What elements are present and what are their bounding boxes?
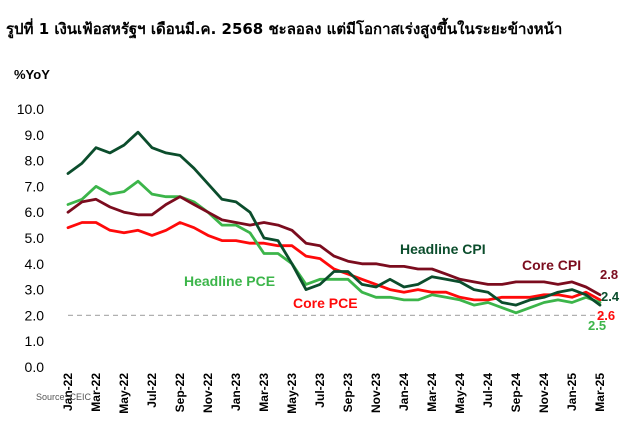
series-label-headline-cpi: Headline CPI: [400, 241, 486, 257]
y-tick-label: 0.0: [25, 359, 45, 375]
series-line-headline-cpi: [66, 130, 602, 307]
x-tick-label: Jan-24: [397, 373, 411, 411]
x-tick-label: Jan-25: [565, 373, 579, 411]
x-tick-label: Mar-25: [593, 373, 607, 412]
x-tick-label: Sep-23: [341, 373, 355, 413]
series-label-core-cpi: Core CPI: [522, 257, 581, 273]
end-label-headline-pce: 2.5: [588, 318, 606, 333]
x-tick-label: Jan-22: [61, 373, 75, 411]
source-note: Source: CEIC: [36, 392, 92, 402]
x-tick-label: Nov-23: [369, 373, 383, 413]
x-tick-label: Sep-22: [173, 373, 187, 413]
end-label-core-cpi: 2.8: [600, 267, 618, 282]
series-line-headline-pce: [66, 179, 602, 315]
y-tick-label: 10.0: [17, 101, 44, 117]
y-tick-label: 3.0: [25, 282, 45, 298]
x-tick-label: Jan-23: [229, 373, 243, 411]
y-tick-label: 7.0: [25, 178, 45, 194]
y-tick-label: 2.0: [25, 307, 45, 323]
y-tick-label: 1.0: [25, 333, 45, 349]
series-line-core-cpi: [66, 195, 602, 297]
series-labels: Headline CPI Core CPI Headline PCE Core PCE: [184, 241, 581, 311]
x-axis-ticks: Jan-22 Mar-22 May-22 Jul-22 Sep-22 Nov-22 Jan-…: [61, 373, 607, 414]
x-tick-label: Mar-22: [89, 373, 103, 412]
series-lines: [66, 130, 602, 315]
y-tick-label: 9.0: [25, 127, 45, 143]
y-tick-label: 8.0: [25, 153, 45, 169]
x-tick-label: Nov-24: [537, 373, 551, 413]
x-tick-label: Mar-23: [257, 373, 271, 412]
series-label-core-pce: Core PCE: [293, 295, 358, 311]
chart-title: รูปที่ 1 เงินเฟ้อสหรัฐฯ เดือนมี.ค. 2568 …: [6, 17, 562, 39]
end-label-core-pce: 2.6: [597, 308, 615, 323]
x-tick-label: Sep-24: [509, 373, 523, 413]
x-tick-label: Nov-22: [201, 373, 215, 413]
end-label-headline-cpi: 2.4: [601, 289, 620, 304]
x-tick-label: May-23: [285, 373, 299, 414]
x-tick-label: Jul-24: [481, 373, 495, 408]
end-value-labels: 2.4 2.8 2.52.6: [588, 267, 620, 333]
series-label-headline-pce: Headline PCE: [184, 273, 275, 289]
y-tick-label: 5.0: [25, 230, 45, 246]
series-line-core-pce: [66, 221, 602, 302]
y-axis-ticks: 0.0 1.0 2.0 3.0 4.0 5.0 6.0 7.0 8.0 9.0 10.0: [17, 101, 44, 375]
y-axis-unit-label: %YoY: [14, 67, 50, 82]
x-tick-label: Mar-24: [425, 373, 439, 412]
x-tick-label: May-24: [453, 373, 467, 414]
x-tick-label: May-22: [117, 373, 131, 414]
y-tick-label: 4.0: [25, 256, 45, 272]
y-tick-label: 6.0: [25, 204, 45, 220]
x-tick-label: Jul-23: [313, 373, 327, 408]
x-tick-label: Jul-22: [145, 373, 159, 408]
